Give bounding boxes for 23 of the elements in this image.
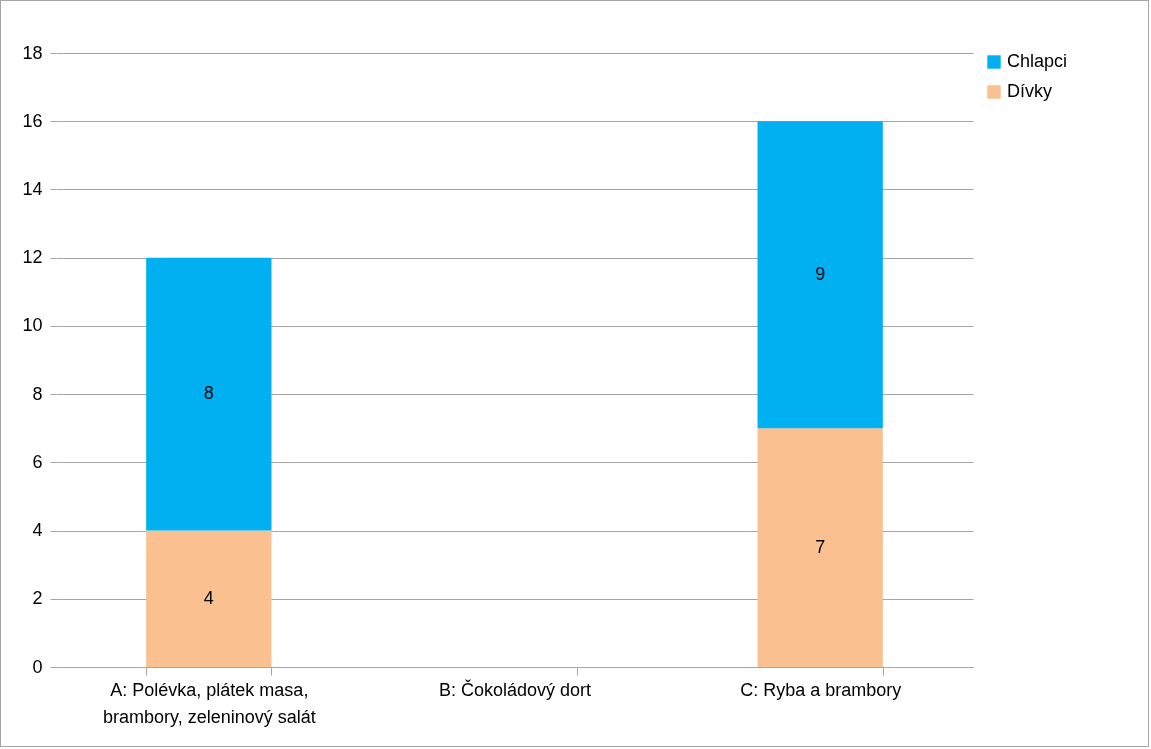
y-tick-label: 0 — [32, 656, 43, 677]
y-tick-label: 16 — [22, 110, 43, 131]
y-tick-label: 4 — [32, 520, 43, 541]
y-tick-label: 12 — [22, 247, 43, 268]
bar — [757, 428, 883, 667]
legend-label: Dívky — [1007, 81, 1052, 101]
y-tick-label: 18 — [22, 42, 43, 63]
x-tick-label: B: Čokoládový dort — [438, 678, 592, 700]
y-tick-label: 6 — [32, 451, 43, 472]
y-tick-label: 8 — [32, 383, 43, 404]
x-tick-label: C: Ryba a brambory — [740, 679, 902, 700]
bar — [146, 257, 272, 531]
bar — [757, 121, 883, 429]
y-tick-label: 10 — [22, 315, 43, 336]
data-label: 4 — [203, 587, 214, 608]
y-tick-label: 2 — [32, 588, 43, 609]
data-label: 9 — [815, 263, 826, 284]
data-label: 8 — [203, 383, 214, 404]
legend-label: Chlapci — [1007, 51, 1068, 71]
x-tick-label: A: Polévka, plátek masa, brambory, zeleninový salát — [102, 679, 316, 727]
y-tick-label: 14 — [22, 178, 43, 199]
bar — [146, 530, 272, 667]
data-label: 7 — [815, 536, 826, 557]
